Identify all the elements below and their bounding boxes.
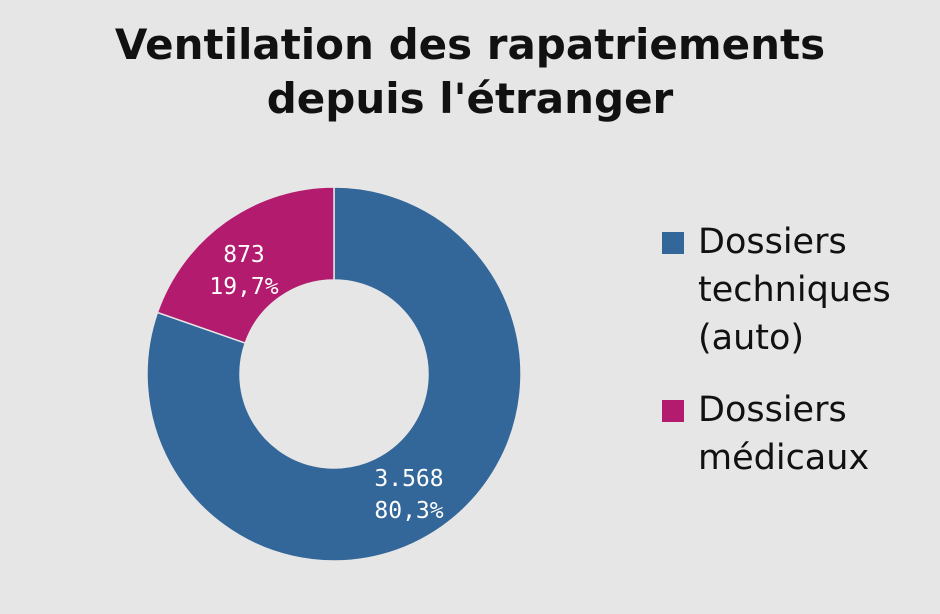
chart-title: Ventilation des rapatriements depuis l'é… <box>0 18 940 126</box>
slice-value-label-0: 3.568 <box>374 466 443 492</box>
slice-value-label-1: 873 <box>223 242 265 268</box>
legend-swatch-techniques <box>662 232 684 254</box>
legend-label-medicaux-line-2: médicaux <box>698 438 870 478</box>
slice-percent-label-0: 80,3% <box>374 498 443 524</box>
donut-slice-1 <box>156 186 335 344</box>
slice-percent-label-1: 19,7% <box>209 274 278 300</box>
legend-label-medicaux-line-1: Dossiers <box>698 390 847 430</box>
legend-swatch-medicaux <box>662 400 684 422</box>
legend-label-techniques: Dossiers techniques (auto) <box>698 218 932 362</box>
legend-item-medicaux: Dossiers médicaux <box>662 386 932 482</box>
legend-label-techniques-line-2: techniques <box>698 270 891 310</box>
donut-slice-0 <box>146 186 522 562</box>
legend-label-medicaux: Dossiers médicaux <box>698 386 932 482</box>
legend: Dossiers techniques (auto) Dossiers médi… <box>662 218 932 506</box>
legend-label-techniques-line-3: (auto) <box>698 318 805 358</box>
chart-title-line-2: depuis l'étranger <box>266 74 674 123</box>
legend-item-techniques: Dossiers techniques (auto) <box>662 218 932 362</box>
chart-title-line-1: Ventilation des rapatriements <box>114 20 826 69</box>
legend-label-techniques-line-1: Dossiers <box>698 222 847 262</box>
